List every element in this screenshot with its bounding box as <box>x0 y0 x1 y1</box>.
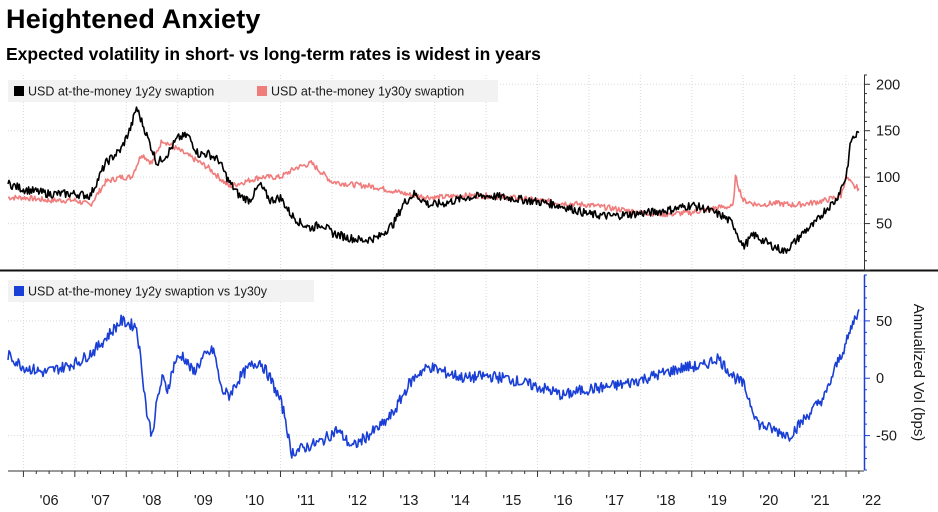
x-tick-label: '21 <box>811 493 830 509</box>
x-tick-label: '09 <box>194 493 213 509</box>
x-tick-label: '14 <box>451 493 470 509</box>
chart-title: Heightened Anxiety <box>6 4 261 34</box>
x-tick-label: '15 <box>502 493 521 509</box>
legend-label-spread: USD at-the-money 1y2y swaption vs 1y30y <box>28 285 268 299</box>
legend-swatch-1y2y <box>14 86 24 96</box>
legend-swatch-spread <box>14 286 24 296</box>
legend-label-1y30y: USD at-the-money 1y30y swaption <box>271 85 464 99</box>
legend-bottom-background <box>8 280 314 302</box>
x-tick-label: '16 <box>554 493 573 509</box>
x-tick-label: '12 <box>348 493 367 509</box>
y-tick-label-bottom: -50 <box>876 429 897 445</box>
y-tick-label-bottom: 0 <box>876 371 884 387</box>
x-tick-label: '13 <box>400 493 419 509</box>
y-tick-label-top: 200 <box>876 77 900 93</box>
series-1y2y-line <box>7 106 860 254</box>
legend-top: USD at-the-money 1y2y swaption USD at-the… <box>8 80 498 102</box>
x-tick-label: '19 <box>708 493 727 509</box>
x-tick-label: '18 <box>657 493 676 509</box>
y-axis-label: Annualized Vol (bps) <box>910 304 927 442</box>
y-tick-label-top: 100 <box>876 170 900 186</box>
series-spread-line <box>7 309 860 459</box>
legend-label-1y2y: USD at-the-money 1y2y swaption <box>28 85 214 99</box>
x-tick-label: '17 <box>605 493 624 509</box>
x-tick-label: '08 <box>142 493 161 509</box>
x-tick-label: '06 <box>40 493 59 509</box>
series-1y30y-line <box>7 139 860 218</box>
legend-bottom: USD at-the-money 1y2y swaption vs 1y30y <box>8 280 314 302</box>
x-tick-label: '07 <box>91 493 110 509</box>
chart-subtitle: Expected volatility in short- vs long-te… <box>6 44 541 64</box>
legend-swatch-1y30y <box>257 86 267 96</box>
y-tick-label-top: 150 <box>876 124 900 140</box>
y-tick-label-bottom: 50 <box>876 314 892 330</box>
legend-top-background <box>8 80 498 102</box>
x-tick-label: '22 <box>862 493 881 509</box>
x-tick-label: '20 <box>759 493 778 509</box>
x-tick-label: '11 <box>297 493 315 509</box>
y-tick-label-top: 50 <box>876 217 892 233</box>
x-tick-label: '10 <box>245 493 264 509</box>
